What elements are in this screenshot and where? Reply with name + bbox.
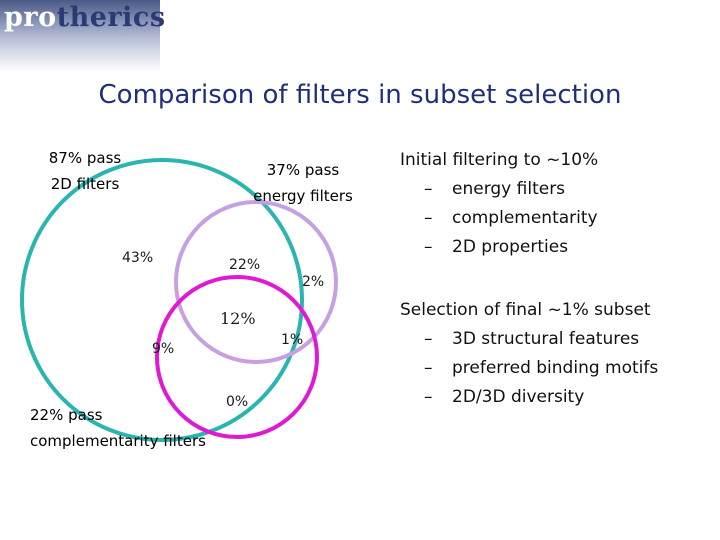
bullet-dash: – — [424, 358, 433, 378]
label-2d-filters: 87% pass 2D filters — [30, 145, 140, 197]
bullet-dash: – — [424, 237, 433, 257]
region-2d-only: 43% — [122, 250, 154, 266]
label-comp-line2: complementarity filters — [30, 432, 206, 450]
final-item-text: 3D structural features — [452, 329, 640, 349]
region-2d-energy: 22% — [229, 257, 261, 273]
label-energy-line2: energy filters — [253, 187, 353, 205]
region-2d-comp: 9% — [152, 341, 175, 357]
set-circle-energy — [174, 200, 338, 364]
final-item-text: 2D/3D diversity — [452, 387, 585, 407]
label-complementarity-filters: 22% pass complementarity filters — [30, 402, 206, 454]
region-energy-comp: 1% — [281, 332, 304, 348]
label-2d-line1: 87% pass — [48, 149, 122, 167]
logo-text-part1: pro — [4, 2, 57, 33]
initial-item-text: 2D properties — [452, 237, 569, 257]
logo: protherics — [0, 0, 165, 72]
set-circle-2d — [20, 158, 304, 442]
bullet-dash: – — [424, 329, 433, 349]
final-item: –2D/3D diversity — [400, 383, 658, 412]
notes-initial: Initial filtering to ~10% – energy filter… — [400, 146, 598, 262]
bullet-dash: – — [424, 208, 433, 228]
label-energy-line1: 37% pass — [266, 161, 340, 179]
initial-item-text: complementarity — [452, 208, 598, 228]
notes-final: Selection of final ~1% subset –3D struct… — [400, 296, 658, 412]
initial-item: –2D properties — [400, 233, 598, 262]
bullet-dash: – — [424, 179, 433, 199]
final-item-text: preferred binding motifs — [452, 358, 659, 378]
region-energy-only: 2% — [302, 274, 325, 290]
final-item: – preferred binding motifs — [400, 354, 658, 383]
final-item: –3D structural features — [400, 325, 658, 354]
set-circle-complementarity — [155, 275, 319, 439]
logo-text-part2: therics — [56, 2, 166, 33]
initial-item: – energy filters — [400, 175, 598, 204]
bullet-dash: – — [424, 387, 433, 407]
region-all-three: 12% — [220, 309, 256, 328]
initial-item: – complementarity — [400, 204, 598, 233]
initial-item-text: energy filters — [452, 179, 566, 199]
label-2d-line2: 2D filters — [50, 175, 120, 193]
initial-heading: Initial filtering to ~10% — [400, 150, 599, 170]
final-heading: Selection of final ~1% subset — [400, 300, 651, 320]
slide-title: Comparison of filters in subset selectio… — [98, 80, 622, 110]
label-energy-filters: 37% pass energy filters — [240, 157, 366, 209]
logo-text: protherics — [4, 2, 166, 34]
region-comp-only: 0% — [226, 394, 249, 410]
label-comp-line1: 22% pass — [30, 406, 103, 424]
